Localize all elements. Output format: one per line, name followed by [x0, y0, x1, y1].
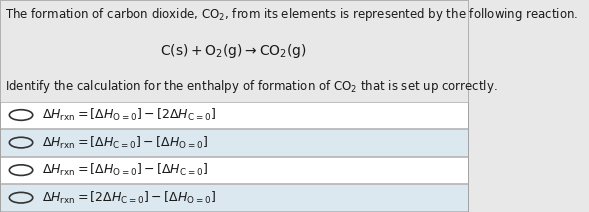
Text: Identify the calculation for the enthalpy of formation of $\mathrm{CO_2}$ that i: Identify the calculation for the enthalp…	[5, 78, 497, 95]
FancyBboxPatch shape	[0, 129, 468, 156]
Text: $\Delta H_{\mathrm{rxn}} = [2\Delta H_{\mathrm{C}{=}0}] - [\Delta H_{\mathrm{O}{: $\Delta H_{\mathrm{rxn}} = [2\Delta H_{\…	[42, 190, 216, 206]
Text: The formation of carbon dioxide, $\mathrm{CO_2}$, from its elements is represent: The formation of carbon dioxide, $\mathr…	[5, 6, 578, 23]
Text: $\Delta H_{\mathrm{rxn}} = [\Delta H_{\mathrm{O}{=}0}] - [\Delta H_{\mathrm{C}{=: $\Delta H_{\mathrm{rxn}} = [\Delta H_{\m…	[42, 162, 208, 178]
Text: $\Delta H_{\mathrm{rxn}} = [\Delta H_{\mathrm{O}{=}0}] - [2\Delta H_{\mathrm{C}{: $\Delta H_{\mathrm{rxn}} = [\Delta H_{\m…	[42, 107, 216, 123]
FancyBboxPatch shape	[0, 102, 468, 128]
FancyBboxPatch shape	[0, 184, 468, 211]
FancyBboxPatch shape	[0, 157, 468, 183]
Text: $\mathrm{C(s) + O_2(g) \rightarrow CO_2(g)}$: $\mathrm{C(s) + O_2(g) \rightarrow CO_2(…	[160, 42, 307, 60]
Text: $\Delta H_{\mathrm{rxn}} = [\Delta H_{\mathrm{C}{=}0}] - [\Delta H_{\mathrm{O}{=: $\Delta H_{\mathrm{rxn}} = [\Delta H_{\m…	[42, 135, 208, 151]
